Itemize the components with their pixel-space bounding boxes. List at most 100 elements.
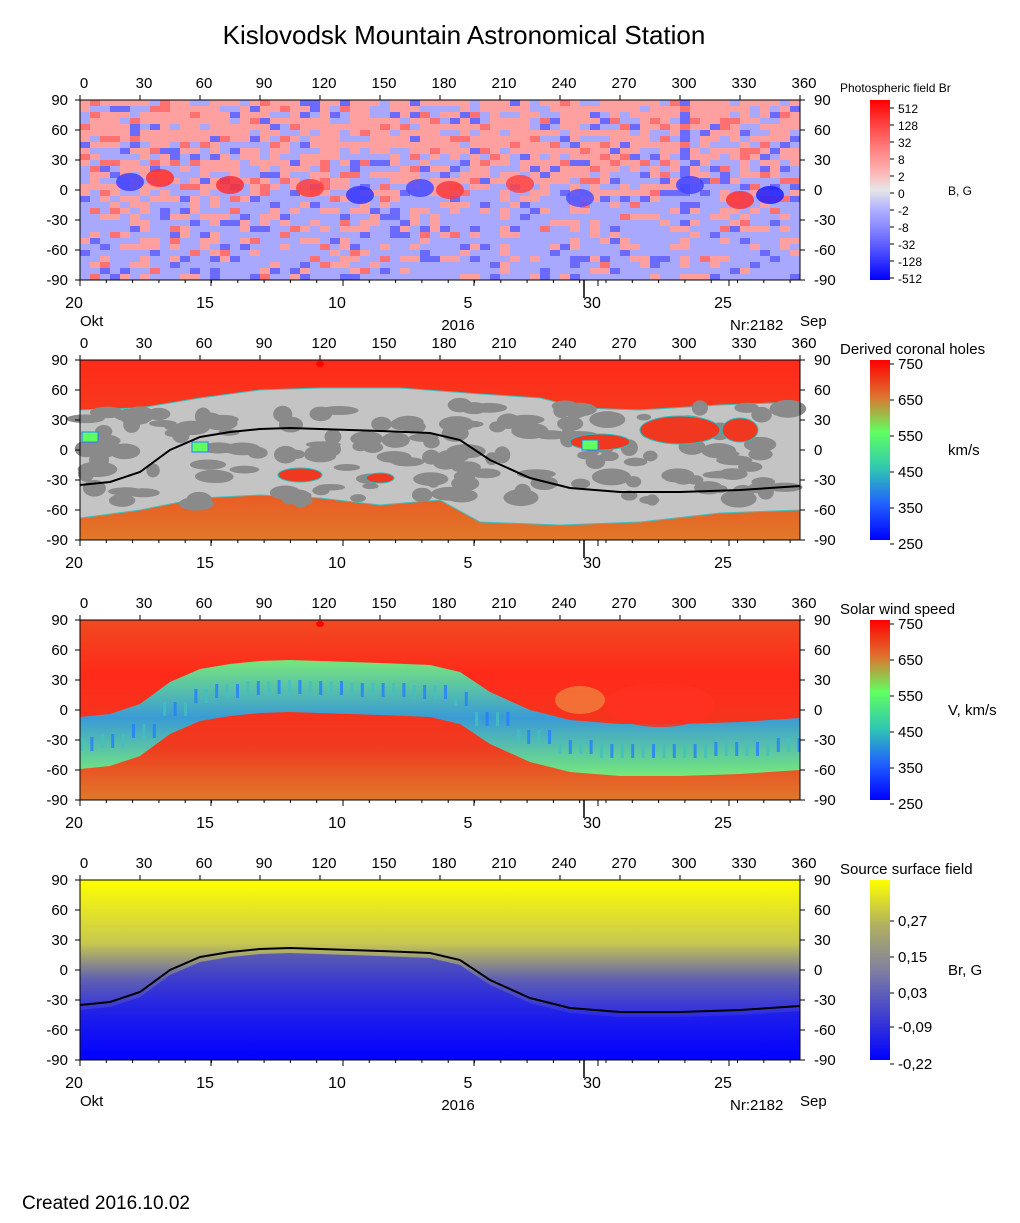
closed-field-patch	[204, 416, 238, 431]
field-cell	[450, 262, 461, 269]
closed-field-patch	[734, 402, 759, 413]
field-cell	[630, 268, 641, 275]
field-cell	[380, 202, 391, 209]
field-cell	[690, 196, 701, 203]
y-tick-label-right: -60	[814, 242, 836, 259]
field-cell	[490, 202, 501, 209]
field-cell	[280, 148, 291, 155]
field-cell	[460, 160, 471, 167]
field-cell	[680, 220, 691, 227]
field-cell	[470, 184, 481, 191]
field-cell	[290, 256, 301, 263]
x-tick-label: 360	[791, 855, 816, 872]
slow-wind-stripe	[319, 681, 323, 695]
field-cell	[550, 142, 561, 149]
field-cell	[260, 172, 271, 179]
field-cell	[170, 178, 181, 185]
active-region	[116, 173, 144, 191]
field-cell	[530, 118, 541, 125]
field-cell	[280, 142, 291, 149]
field-cell	[180, 250, 191, 257]
field-cell	[760, 130, 771, 137]
field-cell	[600, 202, 611, 209]
field-cell	[150, 220, 161, 227]
field-cell	[240, 148, 251, 155]
field-cell	[420, 148, 431, 155]
field-cell	[190, 100, 201, 107]
field-cell	[470, 136, 481, 143]
field-cell	[690, 130, 701, 137]
field-cell	[390, 220, 401, 227]
x-tick-label: 240	[551, 855, 576, 872]
field-cell	[440, 160, 451, 167]
field-cell	[620, 244, 631, 251]
field-cell	[410, 172, 421, 179]
field-cell	[460, 148, 471, 155]
slow-wind-stripe	[704, 744, 707, 758]
closed-field-patch	[423, 436, 440, 449]
field-cell	[330, 142, 341, 149]
field-cell	[440, 202, 451, 209]
field-cell	[210, 136, 221, 143]
field-cell	[440, 226, 451, 233]
field-cell	[640, 130, 651, 137]
field-cell	[610, 196, 621, 203]
field-cell	[160, 226, 171, 233]
field-cell	[670, 130, 681, 137]
field-cell	[510, 238, 521, 245]
field-cell	[120, 130, 131, 137]
field-cell	[340, 256, 351, 263]
field-cell	[590, 112, 601, 119]
field-cell	[110, 268, 121, 275]
field-cell	[710, 190, 721, 197]
field-cell	[210, 148, 221, 155]
field-cell	[750, 142, 761, 149]
field-cell	[150, 262, 161, 269]
field-cell	[560, 220, 571, 227]
field-cell	[700, 208, 711, 215]
field-cell	[160, 118, 171, 125]
field-cell	[330, 166, 341, 173]
panel-1-colorbar: Photospheric field Br51212832820-2-8-32-…	[840, 81, 972, 286]
field-cell	[550, 148, 561, 155]
field-cell	[740, 274, 751, 281]
field-cell	[430, 166, 441, 173]
field-cell	[740, 268, 751, 275]
field-cell	[740, 244, 751, 251]
field-cell	[640, 274, 651, 281]
field-cell	[280, 232, 291, 239]
field-cell	[790, 184, 801, 191]
field-cell	[530, 268, 541, 275]
field-cell	[200, 160, 211, 167]
slow-wind-stripe	[454, 692, 458, 706]
field-cell	[470, 268, 481, 275]
field-cell	[780, 226, 791, 233]
field-cell	[790, 142, 801, 149]
field-cell	[300, 232, 311, 239]
field-cell	[760, 124, 771, 131]
field-cell	[570, 220, 581, 227]
field-cell	[670, 172, 681, 179]
field-cell	[310, 268, 321, 275]
field-cell	[770, 154, 781, 161]
field-cell	[670, 244, 681, 251]
field-cell	[80, 142, 91, 149]
field-cell	[460, 154, 471, 161]
field-cell	[530, 244, 541, 251]
field-cell	[750, 190, 761, 197]
y-tick-label-right: 90	[814, 872, 831, 889]
field-cell	[590, 220, 601, 227]
slow-wind-stripe	[444, 685, 447, 699]
field-cell	[360, 214, 371, 221]
field-cell	[690, 208, 701, 215]
date-tick-label: 25	[714, 815, 732, 832]
field-cell	[660, 136, 671, 143]
closed-field-patch	[350, 494, 366, 503]
field-cell	[260, 196, 271, 203]
date-tick-label: 5	[464, 555, 473, 572]
field-cell	[570, 118, 581, 125]
field-cell	[660, 154, 671, 161]
date-tick-label: 25	[714, 555, 732, 572]
field-cell	[730, 124, 741, 131]
